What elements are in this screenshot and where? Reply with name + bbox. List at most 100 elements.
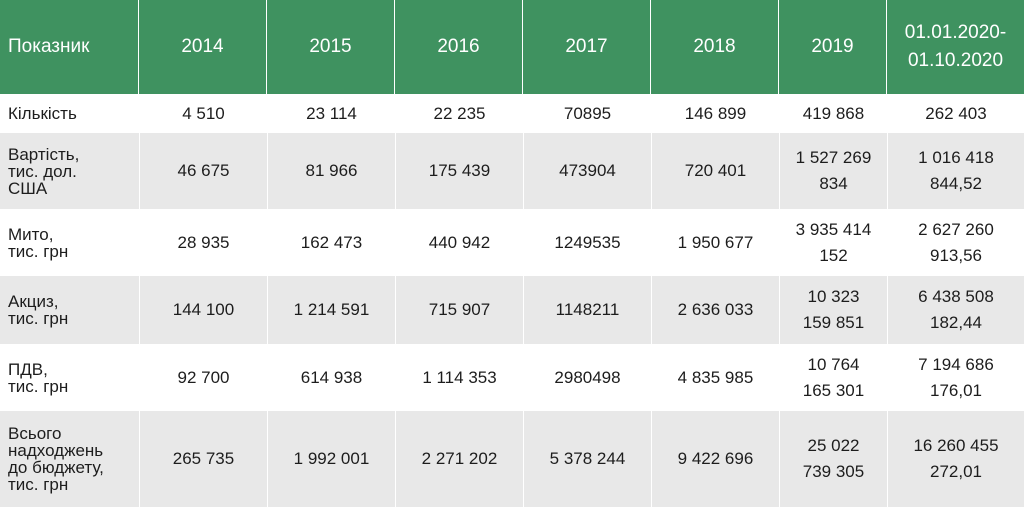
table-cell: 1 992 001 xyxy=(267,411,395,507)
table-cell: 3 935 414 152 xyxy=(779,209,887,276)
cell-value: 1 992 001 xyxy=(293,449,370,468)
table-row: Мито, тис. грн 28 935 162 473 440 942 12… xyxy=(0,209,1024,276)
table-cell: 7 194 686 176,01 xyxy=(887,344,1024,411)
table-cell: 9 422 696 xyxy=(651,411,779,507)
header-cell-2020-period: 01.01.2020- 01.10.2020 xyxy=(887,0,1024,94)
header-cell-indicator: Показник xyxy=(0,0,139,94)
table-cell: 265 735 xyxy=(139,411,267,507)
header-label: 2014 xyxy=(181,36,224,57)
table-cell: 144 100 xyxy=(139,276,267,344)
cell-value: 265 735 xyxy=(172,449,235,468)
row-label-text: Мито, тис. грн xyxy=(8,224,69,261)
cell-value: 10 764 165 301 xyxy=(802,354,865,400)
cell-value: 9 422 696 xyxy=(677,449,754,468)
cell-value: 2 271 202 xyxy=(421,449,498,468)
cell-value: 1 016 418 844,52 xyxy=(918,148,994,193)
cell-value: 5 378 244 xyxy=(549,449,626,468)
cell-value: 715 907 xyxy=(428,300,491,319)
cell-value: 720 401 xyxy=(684,161,747,180)
row-label-text: Всього надходжень до бюджету, тис. грн xyxy=(8,424,104,494)
row-label: ПДВ, тис. грн xyxy=(0,344,139,411)
table-cell: 6 438 508 182,44 xyxy=(887,276,1024,344)
cell-value: 1 950 677 xyxy=(677,232,754,252)
table-cell: 25 022 739 305 xyxy=(779,411,887,507)
cell-value: 1249535 xyxy=(554,232,621,252)
table-cell: 2 627 260 913,56 xyxy=(887,209,1024,276)
table-cell: 92 700 xyxy=(139,344,267,411)
row-label: Кількість xyxy=(0,94,139,133)
table-cell: 23 114 xyxy=(267,94,395,133)
table-cell: 262 403 xyxy=(887,94,1024,133)
cell-value: 23 114 xyxy=(306,103,357,123)
table-cell: 2 271 202 xyxy=(395,411,523,507)
cell-value: 1148211 xyxy=(555,300,620,319)
table-cell: 1 527 269 834 xyxy=(779,133,887,209)
table-cell: 175 439 xyxy=(395,133,523,209)
cell-value: 2980498 xyxy=(554,367,621,387)
table-cell: 46 675 xyxy=(139,133,267,209)
table-cell: 28 935 xyxy=(139,209,267,276)
cell-value: 22 235 xyxy=(433,103,486,123)
header-label: 2017 xyxy=(565,36,608,57)
header-cell-2016: 2016 xyxy=(395,0,523,94)
header-cell-2018: 2018 xyxy=(651,0,779,94)
table-cell: 1148211 xyxy=(523,276,651,344)
table-cell: 4 510 xyxy=(139,94,267,133)
header-label: 2018 xyxy=(693,36,736,57)
cell-value: 614 938 xyxy=(300,367,363,387)
header-cell-2017: 2017 xyxy=(523,0,651,94)
table-cell: 1 214 591 xyxy=(267,276,395,344)
cell-value: 1 214 591 xyxy=(293,300,370,319)
table-cell: 1 114 353 xyxy=(395,344,523,411)
row-label: Вартість, тис. дол. США xyxy=(0,133,139,209)
cell-value: 70895 xyxy=(563,103,612,123)
table-row: Кількість 4 510 23 114 22 235 70895 146 … xyxy=(0,94,1024,133)
row-label-text: Кількість xyxy=(8,104,77,123)
cell-value: 7 194 686 176,01 xyxy=(918,354,994,400)
table-cell: 16 260 455 272,01 xyxy=(887,411,1024,507)
table-cell: 720 401 xyxy=(651,133,779,209)
cell-value: 1 114 353 xyxy=(422,367,497,387)
row-label-text: Вартість, тис. дол. США xyxy=(8,144,80,198)
cell-value: 440 942 xyxy=(428,232,491,252)
table-cell: 81 966 xyxy=(267,133,395,209)
row-label-text: ПДВ, тис. грн xyxy=(8,359,69,396)
table-cell: 2 636 033 xyxy=(651,276,779,344)
table-cell: 162 473 xyxy=(267,209,395,276)
cell-value: 419 868 xyxy=(802,103,865,123)
cell-value: 4 510 xyxy=(182,103,225,123)
header-cell-2015: 2015 xyxy=(267,0,395,94)
table-row: Вартість, тис. дол. США 46 675 81 966 17… xyxy=(0,133,1024,209)
table-cell: 10 764 165 301 xyxy=(779,344,887,411)
header-row: Показник 2014 2015 2016 2017 2018 2019 0… xyxy=(0,0,1024,94)
header-cell-2014: 2014 xyxy=(139,0,267,94)
cell-value: 16 260 455 272,01 xyxy=(913,436,999,481)
table-cell: 614 938 xyxy=(267,344,395,411)
table-row: Акциз, тис. грн 144 100 1 214 591 715 90… xyxy=(0,276,1024,344)
table-cell: 146 899 xyxy=(651,94,779,133)
header-label: 2019 xyxy=(811,36,854,57)
cell-value: 6 438 508 182,44 xyxy=(918,287,994,332)
cell-value: 3 935 414 152 xyxy=(795,219,872,265)
cell-value: 262 403 xyxy=(925,103,987,123)
table-cell: 70895 xyxy=(523,94,651,133)
table-cell: 419 868 xyxy=(779,94,887,133)
cell-value: 81 966 xyxy=(305,161,358,180)
cell-value: 10 323 159 851 xyxy=(802,287,865,332)
table-cell: 5 378 244 xyxy=(523,411,651,507)
cell-value: 175 439 xyxy=(428,161,491,180)
table-header: Показник 2014 2015 2016 2017 2018 2019 0… xyxy=(0,0,1024,94)
cell-value: 144 100 xyxy=(172,300,235,319)
table-row: Всього надходжень до бюджету, тис. грн 2… xyxy=(0,411,1024,507)
cell-value: 473904 xyxy=(559,161,616,180)
cell-value: 1 527 269 834 xyxy=(795,148,872,193)
table-cell: 1249535 xyxy=(523,209,651,276)
row-label: Акциз, тис. грн xyxy=(0,276,139,344)
cell-value: 46 675 xyxy=(177,161,230,180)
table-cell: 10 323 159 851 xyxy=(779,276,887,344)
table-cell: 440 942 xyxy=(395,209,523,276)
cell-value: 28 935 xyxy=(177,232,230,252)
cell-value: 92 700 xyxy=(177,367,230,387)
header-label: 2016 xyxy=(437,36,480,57)
